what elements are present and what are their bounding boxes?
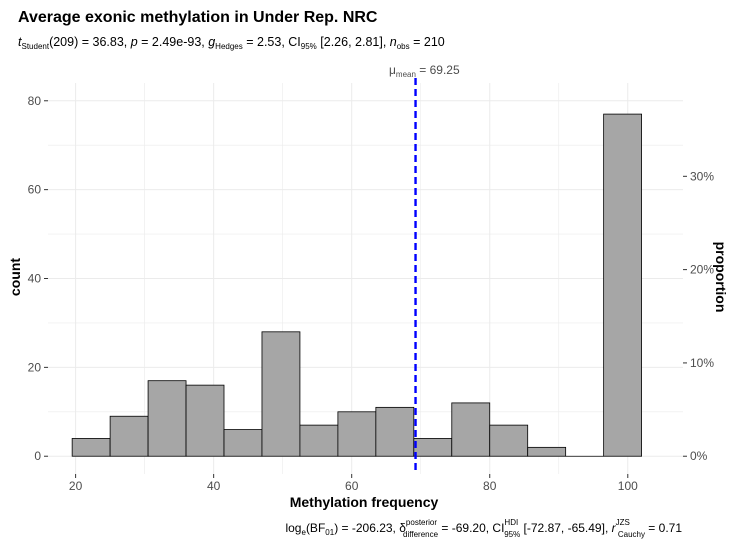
y-tick-label: 80: [28, 94, 42, 108]
x-tick-label: 60: [345, 479, 359, 493]
y-tick-label: 60: [28, 183, 42, 197]
y-axis-right-title: proportion: [713, 242, 729, 313]
chart-subtitle: tStudent(209) = 36.83, p = 2.49e-93, gHe…: [18, 35, 445, 51]
histogram-bar: [489, 424, 529, 457]
histogram-bar: [71, 438, 111, 457]
chart-caption: loge(BF01) = -206.23, δposterior differen…: [285, 518, 682, 539]
histogram-bar: [413, 438, 453, 457]
histogram-bar: [299, 424, 339, 457]
x-tick-label: 20: [69, 479, 83, 493]
axes: 0 20 40 60 80 20 40 60 80 100 0% 10% 20% 30%: [28, 94, 715, 493]
histogram-bar: [451, 402, 491, 457]
histogram-bar: [375, 406, 415, 457]
y-tick-label: 0: [34, 449, 41, 463]
histogram-bar: [185, 384, 225, 457]
histogram-bar: [261, 331, 301, 457]
x-tick-label: 100: [618, 479, 638, 493]
histogram-bar: [603, 113, 642, 457]
histogram-bar: [147, 380, 187, 457]
x-tick-label: 40: [207, 479, 221, 493]
x-tick-label: 80: [483, 479, 497, 493]
chart-title: Average exonic methylation in Under Rep.…: [18, 9, 378, 26]
histogram-bar: [527, 446, 567, 457]
right-tick-label: 30%: [690, 169, 714, 183]
x-axis-title: Methylation frequency: [290, 494, 439, 510]
y-axis-title: count: [7, 258, 23, 296]
histogram-bar: [109, 415, 149, 457]
mean-label: μmean = 69.25: [389, 63, 460, 79]
y-tick-label: 40: [28, 272, 42, 286]
histogram-bar: [223, 429, 263, 457]
right-tick-label: 0%: [690, 449, 708, 463]
histogram-bars: [71, 113, 642, 457]
y-tick-label: 20: [28, 360, 42, 374]
histogram-bar: [337, 411, 377, 457]
right-tick-label: 10%: [690, 356, 714, 370]
right-tick-label: 20%: [690, 263, 714, 277]
